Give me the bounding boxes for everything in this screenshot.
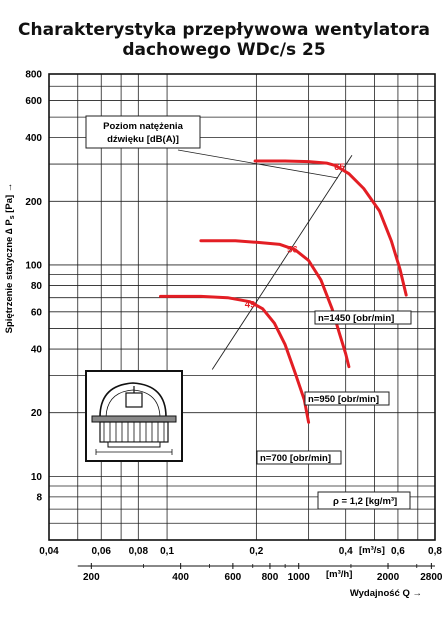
series-label-1450: n=1450 [obr/min] xyxy=(318,313,394,324)
x-secondary-tick-label: 1000 xyxy=(288,572,311,583)
density-box xyxy=(317,491,411,510)
chart-title-line2: dachowego WDc/s 25 xyxy=(122,40,326,60)
x-tick-label: 0,04 xyxy=(39,546,59,557)
annotation-line2: dźwięku [dB(A)] xyxy=(107,134,179,145)
y-tick-label: 10 xyxy=(31,472,43,483)
x-tick-label: 0,6 xyxy=(391,546,405,557)
annotation-leader-line xyxy=(177,149,339,179)
x-secondary-tick-label: 200 xyxy=(83,572,100,583)
noise-level-label: 56 xyxy=(287,245,298,256)
density-label: ρ = 1,2 [kg/m³] xyxy=(333,496,397,507)
series-label-box-950 xyxy=(304,391,390,406)
x-axis-label: Wydajność Q → xyxy=(350,588,422,599)
plot-frame xyxy=(48,73,436,541)
series-line-0 xyxy=(253,159,408,297)
x-tick-label: 0,1 xyxy=(160,546,174,557)
x-secondary-tick-label: 2800 xyxy=(420,572,443,583)
y-tick-label: 800 xyxy=(25,70,42,81)
series-line-1 xyxy=(199,239,351,369)
series-label-700: n=700 [obr/min] xyxy=(260,453,331,464)
noise-level-label: 65 xyxy=(334,162,345,173)
x-secondary-tick-label: 400 xyxy=(172,572,189,583)
noise-level-label: 49 xyxy=(245,299,256,310)
x-secondary-tick-labels: 200 400 600 800 1000 2000 2800 xyxy=(77,563,443,583)
chart-grid xyxy=(48,73,436,541)
y-tick-label: 8 xyxy=(36,492,42,503)
x-tick-label: 0,2 xyxy=(249,546,263,557)
y-tick-label: 100 xyxy=(25,260,42,271)
y-tick-label: 80 xyxy=(31,281,43,292)
y-tick-label: 60 xyxy=(31,307,43,318)
x-secondary-tick-label: 2000 xyxy=(377,572,400,583)
y-tick-label: 40 xyxy=(31,345,43,356)
y-tick-label: 200 xyxy=(25,197,42,208)
x-unit-m3h: [m³/h] xyxy=(326,569,352,580)
x-unit-m3s: [m³/s] xyxy=(359,545,385,556)
x-tick-label: 0,4 xyxy=(339,546,353,557)
series-label-950: n=950 [obr/min] xyxy=(308,394,379,405)
x-tick-label: 0,08 xyxy=(129,546,149,557)
annotation-line1: Poziom natężenia xyxy=(103,121,183,132)
y-tick-label: 400 xyxy=(25,133,42,144)
x-secondary-tick-label: 800 xyxy=(262,572,279,583)
noise-annotation-box xyxy=(85,115,201,149)
series-label-box-1450 xyxy=(314,310,412,325)
y-tick-labels: 800 600 400 200 100 80 60 40 20 10 8 xyxy=(25,70,42,504)
chart-title-line1: Charakterystyka przepływowa wentylatora xyxy=(18,20,430,40)
noise-reference-line xyxy=(211,155,353,370)
y-tick-label: 600 xyxy=(25,96,42,107)
y-axis-label: Spiętrzenie statyczne ∆ Ps [Pa] → xyxy=(4,183,16,334)
x-secondary-tick-label: 600 xyxy=(225,572,242,583)
x-tick-label: 0,06 xyxy=(92,546,112,557)
series-line-2 xyxy=(159,294,311,424)
series-label-box-700 xyxy=(256,450,342,465)
noise-level-labels: 65 56 49 xyxy=(245,162,346,310)
y-tick-label: 20 xyxy=(31,408,43,419)
x-tick-labels: 0,04 0,06 0,08 0,1 0,2 0,4 0,6 0,8 xyxy=(39,546,442,557)
fan-illustration-icon xyxy=(85,370,183,462)
x-tick-label: 0,8 xyxy=(428,546,442,557)
